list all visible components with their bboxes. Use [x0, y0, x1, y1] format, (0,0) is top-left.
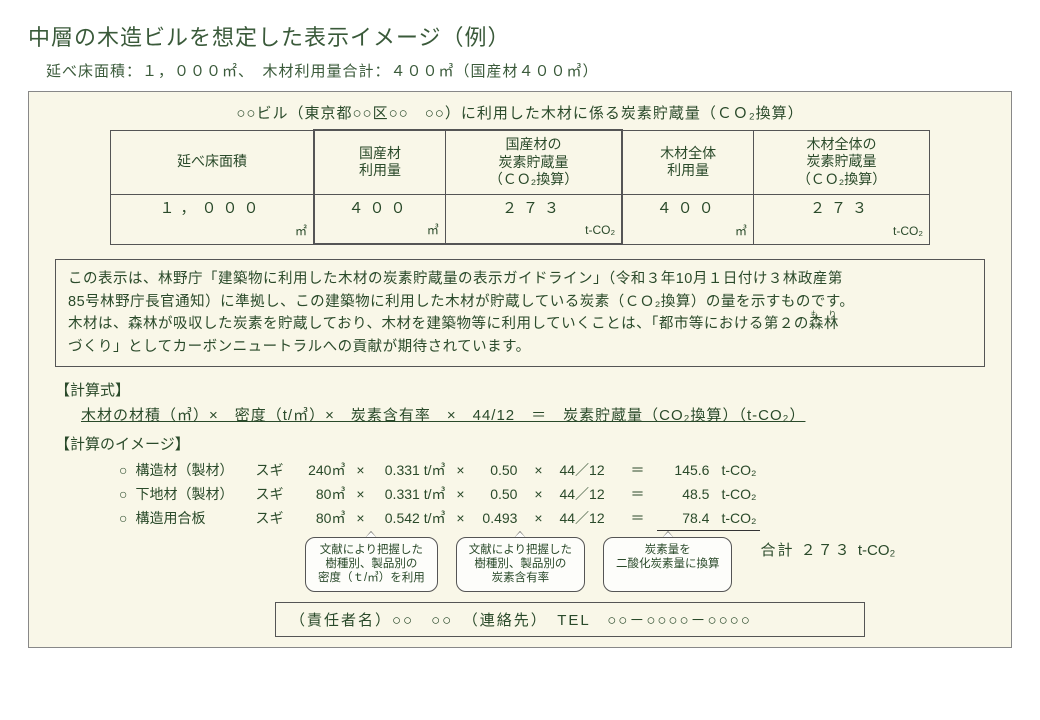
val-all-c: ２７３	[754, 194, 930, 218]
th-all-vol: 木材全体利用量	[622, 130, 753, 194]
note-box: この表示は、林野庁「建築物に利用した木材の炭素貯蔵量の表示ガイドライン」（令和３…	[55, 259, 985, 367]
bubble-carbon: 文献により把握した樹種別、製品別の炭素含有率	[456, 537, 585, 592]
note-l2a: 85号林野庁長官通知）に準拠し、この建築物に利用した木材が貯蔵している炭素（ＣＯ…	[68, 294, 811, 310]
page-subtitle: 延べ床面積：１，０００㎡、 木材利用量合計：４００㎥（国産材４００㎥）	[46, 60, 1012, 81]
unit-dom-vol: ㎥	[314, 218, 445, 244]
note-l3b: も り森林	[809, 316, 839, 332]
calc-row: ○ 構造材（製材） スギ 240㎥ × 0.331 t/㎥ × 0.50 × 4…	[115, 458, 760, 482]
calc-row: ○ 構造用合板 スギ 80㎥ × 0.542 t/㎥ × 0.493 × 44／…	[115, 506, 760, 530]
formula: 木材の材積（㎥）× 密度（t/㎥）× 炭素含有率 × 44/12 ＝ 炭素貯蔵量…	[81, 404, 985, 425]
th-dom-vol: 国産材利用量	[314, 130, 445, 194]
val-all-vol: ４００	[622, 194, 753, 218]
bubble-density: 文献により把握した樹種別、製品別の密度（ｔ/㎥）を利用	[305, 537, 438, 592]
th-all-c: 木材全体の炭素貯蔵量（ＣＯ₂換算）	[754, 130, 930, 194]
page-title: 中層の木造ビルを想定した表示イメージ（例）	[28, 20, 1012, 52]
unit-floor: ㎡	[111, 218, 315, 244]
footer-contact: （責任者名）○○ ○○ （連絡先） TEL ○○－○○○○－○○○○	[275, 602, 865, 637]
sec-formula: 【計算式】	[55, 379, 985, 400]
panel-title: ○○ビル（東京都○○区○○ ○○）に利用した木材に係る炭素貯蔵量（ＣＯ₂換算）	[55, 102, 985, 123]
note-l3a: 木材は、森林が吸収した炭素を貯蔵しており、木材を建築物等に利用していくことは、「…	[68, 316, 809, 332]
display-panel: ○○ビル（東京都○○区○○ ○○）に利用した木材に係る炭素貯蔵量（ＣＯ₂換算） …	[28, 91, 1012, 648]
carbon-table: 延べ床面積 国産材利用量 国産材の炭素貯蔵量（ＣＯ₂換算） 木材全体利用量 木材…	[110, 129, 930, 245]
th-dom-c: 国産材の炭素貯蔵量（ＣＯ₂換算）	[445, 130, 622, 194]
calc-table: ○ 構造材（製材） スギ 240㎥ × 0.331 t/㎥ × 0.50 × 4…	[115, 458, 760, 535]
note-l2b: です。	[811, 294, 855, 310]
calc-row: ○ 下地材（製材） スギ 80㎥ × 0.331 t/㎥ × 0.50 × 44…	[115, 482, 760, 506]
note-l4: づくり」としてカーボンニュートラルへの貢献が期待されています。	[68, 339, 531, 355]
bubble-convert: 炭素量を二酸化炭素量に換算	[603, 537, 733, 592]
unit-dom-c: t-CO₂	[445, 218, 622, 244]
val-dom-c: ２７３	[445, 194, 622, 218]
val-floor: １，０００	[111, 194, 315, 218]
sum: 合計 ２７３ t-CO₂	[760, 535, 895, 560]
unit-all-c: t-CO₂	[754, 218, 930, 244]
note-ruby: も り	[809, 309, 839, 321]
sec-image: 【計算のイメージ】	[55, 433, 985, 454]
unit-all-vol: ㎥	[622, 218, 753, 244]
th-floor: 延べ床面積	[111, 130, 315, 194]
note-l1: この表示は、林野庁「建築物に利用した木材の炭素貯蔵量の表示ガイドライン」（令和３…	[68, 271, 843, 287]
bubbles: 文献により把握した樹種別、製品別の密度（ｔ/㎥）を利用 文献により把握した樹種別…	[305, 537, 732, 592]
val-dom-vol: ４００	[314, 194, 445, 218]
